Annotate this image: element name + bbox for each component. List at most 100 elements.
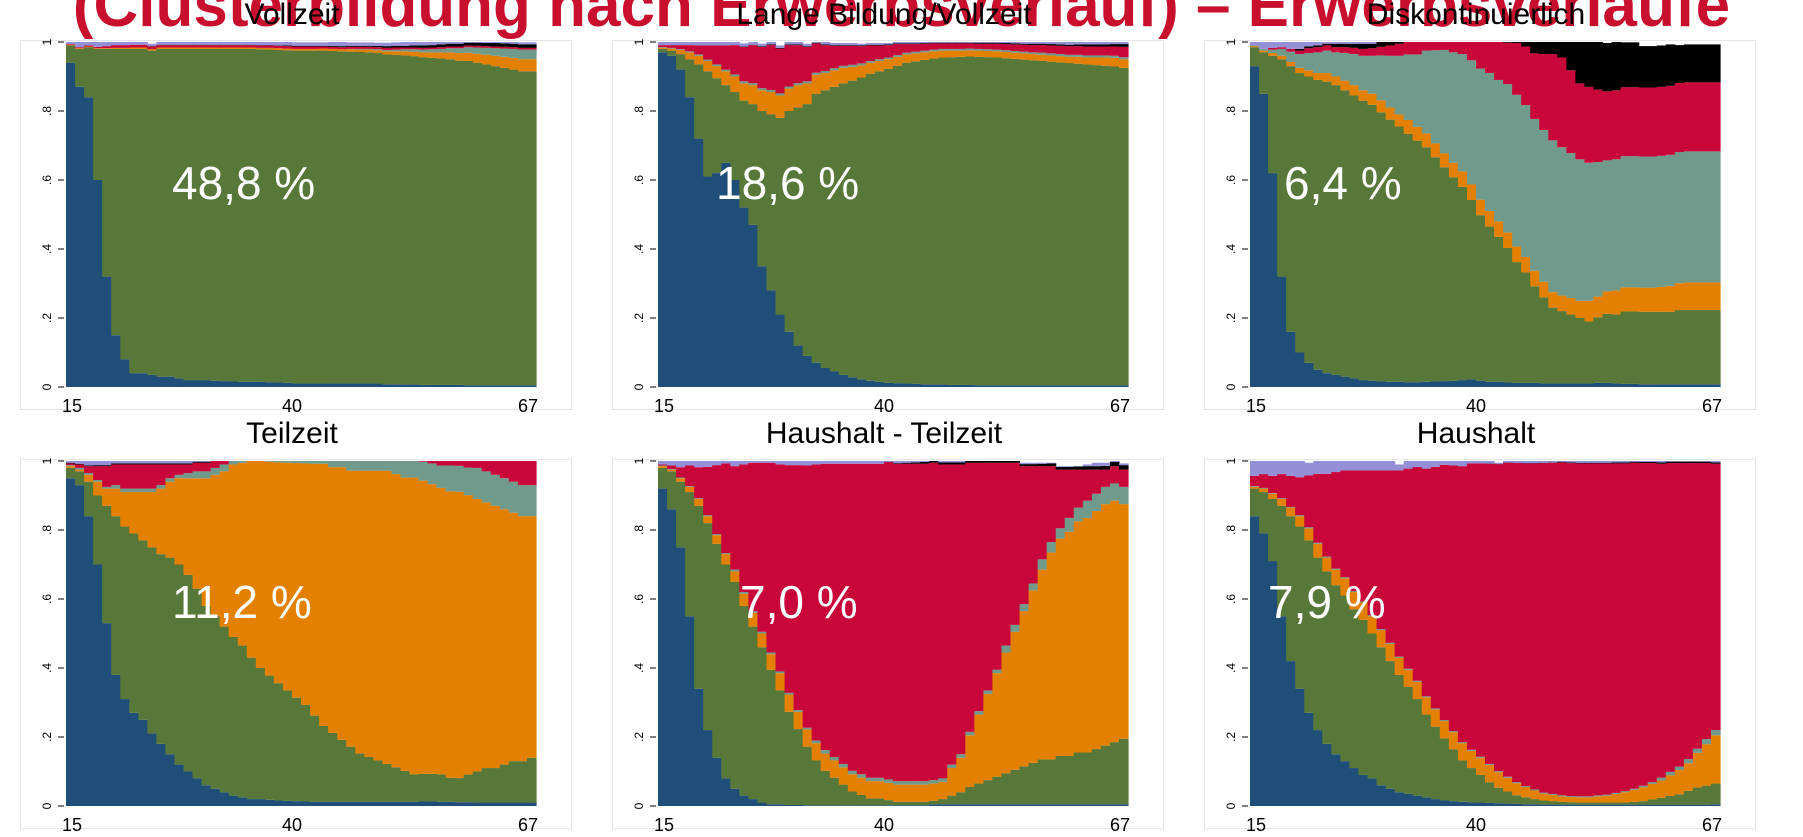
area-segment-sonstiges — [147, 43, 157, 47]
area-segment-sonstiges — [301, 42, 311, 46]
area-segment-bildung — [1082, 385, 1093, 387]
area-segment-vollzeit — [694, 505, 704, 689]
area-segment-bildung — [1521, 804, 1531, 806]
y-tick-label: .2 — [40, 732, 54, 742]
area-segment-arbeitslos — [1046, 463, 1057, 467]
area-segment-sonstiges — [1367, 42, 1378, 44]
area-segment-bildung — [165, 754, 176, 806]
area-segment-geringfuegig — [508, 481, 519, 513]
area-segment-teilzeit — [337, 49, 347, 52]
area-segment-geringfuegig — [1295, 54, 1305, 68]
area-segment-sonstiges — [111, 42, 121, 46]
area-segment-teilzeit — [721, 554, 731, 565]
area-segment-vollzeit — [373, 53, 383, 384]
area-segment-teilzeit — [436, 52, 447, 59]
area-segment-haushalt — [676, 45, 686, 50]
area-segment-teilzeit — [721, 71, 731, 86]
area-segment-geringfuegig — [427, 463, 438, 485]
area-segment-vollzeit — [499, 67, 510, 386]
area-segment-vollzeit — [517, 71, 528, 386]
area-segment-haushalt — [820, 45, 831, 71]
area-segment-haushalt — [911, 44, 921, 52]
area-segment-geringfuegig — [445, 48, 456, 53]
area-segment-teilzeit — [874, 60, 885, 72]
area-segment-haushalt — [1046, 45, 1057, 54]
area-segment-sonstiges — [893, 42, 903, 44]
area-segment-bildung — [667, 55, 677, 388]
area-segment-teilzeit — [291, 48, 302, 51]
area-segment-bildung — [1091, 385, 1102, 387]
area-segment-geringfuegig — [757, 88, 768, 91]
area-segment-haushalt — [1376, 470, 1387, 630]
area-segment-arbeitslos — [829, 45, 840, 46]
area-segment-haushalt — [1701, 82, 1712, 152]
area-segment-sonstiges — [1259, 42, 1269, 49]
area-segment-bildung — [273, 800, 284, 806]
area-segment-arbeitslos — [1118, 465, 1129, 470]
area-segment-vollzeit — [1457, 760, 1468, 802]
area-segment-haushalt — [463, 461, 474, 468]
area-segment-bildung — [784, 331, 795, 387]
area-segment-geringfuegig — [165, 478, 176, 482]
area-segment-sonstiges — [165, 461, 176, 464]
area-segment-geringfuegig — [1430, 708, 1441, 710]
area-segment-vollzeit — [319, 725, 329, 802]
area-segment-teilzeit — [111, 47, 121, 49]
area-segment-geringfuegig — [355, 461, 365, 471]
area-segment-teilzeit — [1028, 54, 1039, 61]
area-segment-vollzeit — [382, 54, 392, 385]
area-segment-arbeitslos — [1521, 42, 1531, 47]
area-segment-bildung — [337, 383, 347, 387]
area-segment-vollzeit — [1019, 59, 1030, 386]
area-segment-vollzeit — [1295, 526, 1305, 689]
area-segment-sonstiges — [865, 43, 876, 45]
area-segment-haushalt — [1349, 47, 1360, 55]
area-segment-geringfuegig — [1503, 776, 1513, 778]
area-segment-geringfuegig — [1019, 51, 1030, 54]
area-segment-bildung — [1539, 804, 1549, 806]
area-segment-teilzeit — [1692, 752, 1703, 788]
area-segment-arbeitslos — [1055, 44, 1066, 46]
area-segment-bildung — [1656, 804, 1667, 806]
area-segment-geringfuegig — [1530, 789, 1540, 791]
area-segment-teilzeit — [337, 467, 347, 740]
area-segment-teilzeit — [1674, 770, 1685, 795]
area-segment-sonstiges — [1701, 461, 1712, 462]
area-segment-vollzeit — [264, 49, 275, 383]
area-segment-sonstiges — [1091, 462, 1102, 467]
area-segment-vollzeit — [1665, 796, 1676, 805]
area-segment-sonstiges — [1439, 461, 1450, 465]
area-segment-bildung — [355, 383, 365, 387]
area-segment-teilzeit — [1638, 787, 1649, 802]
area-segment-haushalt — [1091, 469, 1102, 494]
area-segment-sonstiges — [865, 461, 876, 464]
area-segment-vollzeit — [147, 547, 157, 734]
area-segment-vollzeit — [1367, 104, 1378, 381]
area-segment-arbeitslos — [956, 42, 966, 44]
area-segment-bildung — [1602, 382, 1613, 387]
area-segment-geringfuegig — [1674, 152, 1685, 284]
area-segment-vollzeit — [1521, 272, 1531, 383]
area-segment-teilzeit — [1466, 750, 1477, 769]
area-segment-arbeitslos — [1557, 42, 1567, 58]
area-segment-bildung — [766, 804, 777, 806]
area-segment-geringfuegig — [983, 690, 994, 694]
area-segment-geringfuegig — [391, 49, 402, 52]
area-segment-geringfuegig — [382, 461, 392, 471]
area-segment-haushalt — [1466, 463, 1477, 750]
area-segment-geringfuegig — [1313, 52, 1323, 74]
area-segment-geringfuegig — [811, 740, 822, 744]
area-segment-sonstiges — [802, 461, 813, 466]
area-segment-geringfuegig — [147, 488, 157, 493]
area-segment-vollzeit — [291, 697, 302, 802]
area-segment-arbeitslos — [1037, 463, 1048, 467]
area-segment-teilzeit — [1037, 54, 1048, 61]
area-segment-haushalt — [1439, 42, 1450, 50]
area-segment-teilzeit — [1683, 282, 1694, 311]
area-segment-haushalt — [992, 462, 1003, 670]
area-segment-vollzeit — [66, 45, 76, 63]
area-segment-sonstiges — [1286, 461, 1296, 476]
area-segment-arbeitslos — [364, 45, 374, 47]
area-segment-bildung — [192, 380, 203, 387]
area-segment-sonstiges — [1268, 461, 1278, 476]
